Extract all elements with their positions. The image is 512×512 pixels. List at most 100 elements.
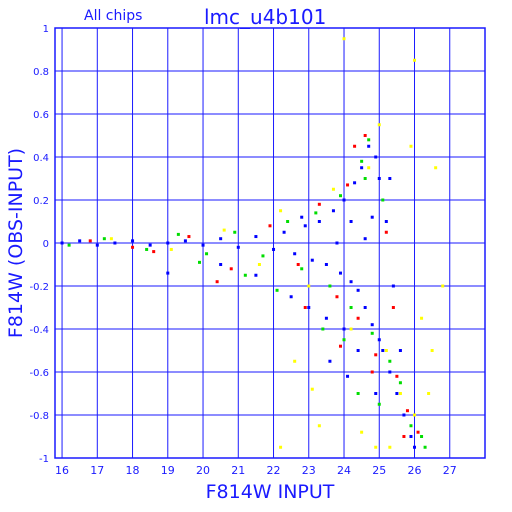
- data-point: [363, 306, 367, 309]
- data-point: [331, 187, 335, 191]
- data-point: [328, 359, 332, 363]
- data-point: [420, 316, 424, 320]
- data-point: [229, 267, 233, 271]
- x-tick-label: 23: [302, 464, 316, 477]
- data-point: [331, 209, 335, 213]
- data-point: [363, 177, 367, 180]
- x-tick-label: 27: [443, 464, 457, 477]
- y-tick-label: 0.8: [33, 67, 49, 78]
- data-point: [370, 370, 374, 374]
- data-point: [391, 306, 395, 309]
- data-point: [300, 215, 304, 219]
- subset-label: All chips: [84, 8, 142, 24]
- data-point: [148, 243, 152, 247]
- data-point: [279, 445, 283, 449]
- data-point: [286, 220, 290, 223]
- data-point: [374, 155, 378, 159]
- data-point: [381, 349, 385, 352]
- data-point: [342, 37, 346, 41]
- data-point: [402, 435, 406, 438]
- data-point: [166, 241, 170, 245]
- field-title: lmc_u4b101: [204, 5, 326, 29]
- data-point: [338, 344, 342, 348]
- data-point: [187, 235, 191, 239]
- x-tick-label: 16: [55, 464, 69, 477]
- y-tick-label: 0.6: [33, 110, 49, 121]
- data-point: [338, 271, 342, 275]
- data-point: [303, 224, 307, 228]
- data-point: [398, 392, 402, 395]
- x-axis-label: F814W INPUT: [206, 481, 335, 503]
- data-point: [356, 349, 360, 352]
- data-point: [360, 159, 364, 163]
- x-tick-label: 19: [161, 464, 175, 477]
- data-point: [215, 280, 219, 284]
- data-point: [310, 258, 314, 262]
- data-point: [416, 430, 420, 434]
- y-tick-label: 0.2: [33, 196, 49, 207]
- data-point: [413, 445, 417, 449]
- data-point: [388, 445, 392, 449]
- data-point: [328, 284, 332, 288]
- data-point: [370, 331, 374, 335]
- x-tick-label: 25: [372, 464, 386, 477]
- data-point: [324, 263, 328, 266]
- data-point: [377, 402, 381, 406]
- data-point: [131, 245, 135, 249]
- data-points: [60, 37, 445, 449]
- data-point: [335, 241, 339, 245]
- data-point: [409, 144, 413, 148]
- data-point: [405, 409, 409, 413]
- data-point: [67, 243, 71, 247]
- series-yellow: [109, 37, 445, 449]
- data-point: [109, 237, 113, 241]
- data-point: [434, 166, 438, 170]
- data-point: [131, 239, 135, 243]
- data-point: [374, 392, 378, 395]
- data-point: [307, 284, 311, 288]
- data-point: [254, 273, 258, 277]
- plot-frame: [54, 27, 486, 459]
- y-tick-label: 0: [43, 239, 49, 250]
- data-point: [201, 243, 205, 247]
- data-point: [374, 445, 378, 449]
- data-point: [289, 295, 293, 299]
- data-point: [395, 374, 399, 378]
- data-point: [303, 306, 307, 309]
- y-axis-label: F814W (OBS-INPUT): [5, 148, 27, 338]
- data-point: [293, 252, 297, 256]
- data-point: [338, 194, 342, 198]
- data-point: [296, 263, 300, 266]
- data-point: [388, 177, 392, 180]
- data-point: [183, 239, 187, 243]
- data-point: [367, 144, 371, 148]
- data-point: [219, 237, 223, 241]
- y-tick-label: -0.8: [29, 411, 49, 422]
- data-point: [413, 58, 417, 62]
- data-point: [268, 224, 272, 228]
- data-point: [346, 374, 350, 378]
- data-point: [257, 263, 261, 266]
- data-point: [353, 144, 357, 148]
- data-point: [342, 198, 346, 202]
- data-point: [300, 267, 304, 271]
- data-point: [367, 166, 371, 170]
- y-tick-labels: -1 -0.8 -0.6 -0.4 -0.2 0 0.2 0.4 0.6 0.8 1: [29, 24, 49, 465]
- data-point: [60, 241, 64, 245]
- data-point: [113, 241, 117, 245]
- data-point: [314, 211, 318, 215]
- data-point: [169, 247, 173, 251]
- y-tick-label: -0.6: [29, 368, 49, 379]
- data-point: [349, 280, 353, 284]
- data-point: [356, 392, 360, 395]
- data-point: [346, 183, 350, 187]
- data-point: [388, 359, 392, 363]
- data-point: [388, 370, 392, 374]
- x-tick-label: 21: [231, 464, 245, 477]
- data-point: [219, 263, 223, 266]
- data-point: [272, 247, 276, 251]
- data-point: [152, 250, 156, 254]
- data-point: [423, 445, 427, 449]
- data-point: [293, 359, 297, 363]
